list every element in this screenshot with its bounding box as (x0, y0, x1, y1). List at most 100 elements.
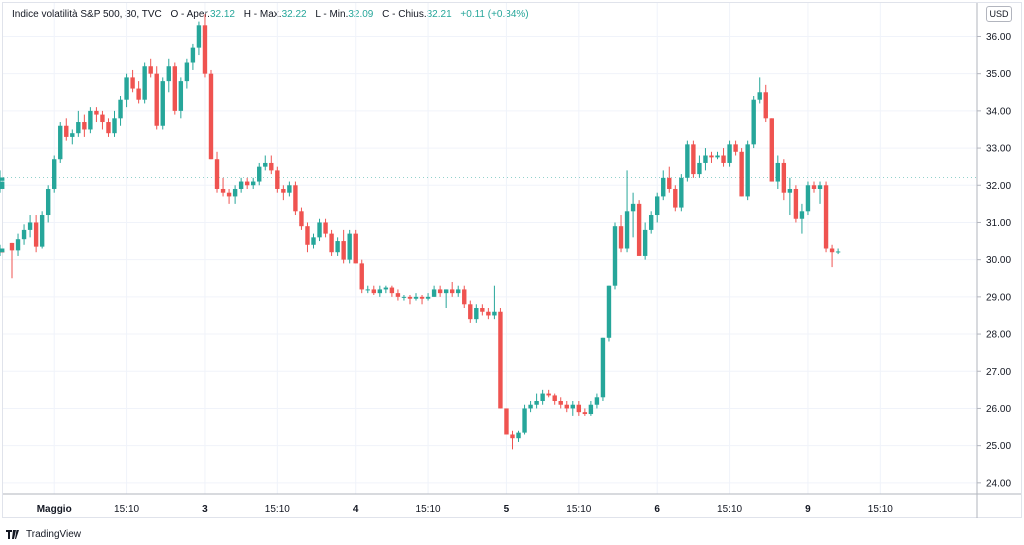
candle (196, 21, 202, 56)
candle (811, 181, 817, 193)
candle (0, 177, 5, 182)
candle (94, 107, 99, 123)
candle (697, 155, 702, 178)
x-tick-label: 3 (202, 504, 208, 515)
candle (787, 177, 793, 216)
candle (703, 148, 708, 171)
candle (456, 285, 461, 297)
candle (793, 185, 799, 223)
candle (691, 140, 696, 178)
candle-body (232, 188, 238, 197)
candle-body (679, 177, 684, 208)
candle-body (347, 233, 352, 260)
candle (431, 285, 437, 297)
candle (136, 81, 141, 104)
candle-body (136, 88, 141, 100)
candle (347, 229, 352, 264)
low-label: L - Min. (315, 9, 349, 20)
candle (630, 192, 636, 238)
candle-body (401, 296, 407, 298)
candle (220, 177, 226, 197)
candle-body (52, 159, 57, 189)
candle (576, 401, 582, 416)
y-tick-label: 27.00 (986, 367, 1011, 378)
candle (251, 177, 256, 189)
candle (106, 118, 111, 137)
candle (763, 84, 768, 123)
candle-body (667, 177, 672, 189)
candle (570, 401, 575, 416)
candle (673, 185, 678, 212)
candle-body (184, 62, 190, 82)
candle (323, 218, 328, 238)
candle (118, 95, 123, 126)
candle-body (58, 125, 63, 160)
candle-body (190, 47, 196, 63)
candle-body (462, 289, 467, 305)
low-value: 32.09 (348, 9, 374, 20)
currency-badge[interactable]: USD (986, 6, 1012, 22)
candle-body (516, 432, 521, 439)
candle-body (9, 242, 15, 251)
candle (287, 181, 292, 197)
candle (769, 118, 774, 182)
candle (377, 285, 383, 297)
candle-body (703, 155, 708, 163)
candle (142, 62, 147, 104)
candle (636, 200, 642, 256)
candle-body (244, 181, 250, 186)
candle-body (106, 122, 111, 134)
candle (52, 155, 57, 193)
candle (449, 281, 455, 297)
change-value: +0.11 (+0.34%) (460, 9, 529, 20)
candle (329, 229, 334, 256)
candle (33, 215, 39, 253)
candle-body (498, 311, 503, 409)
candle-body (395, 293, 401, 297)
y-tick-label: 29.00 (986, 292, 1011, 303)
tradingview-logo-icon (6, 530, 19, 539)
candle-body (112, 118, 117, 134)
candle-body (468, 304, 473, 320)
candle-body (413, 296, 419, 299)
x-tick-label: Maggio (37, 504, 72, 515)
candle-body (148, 66, 153, 74)
candle-body (799, 211, 805, 219)
candle (624, 170, 630, 253)
candle (437, 285, 443, 297)
candle-body (552, 395, 557, 402)
candle (311, 233, 316, 249)
symbol-name: Indice volatilità S&P 500, 30, TVC (12, 9, 162, 20)
candle-body (642, 229, 648, 256)
candle (504, 408, 509, 435)
candle (0, 244, 5, 256)
tradingview-logo[interactable]: TradingView (6, 527, 81, 541)
candle-body (281, 188, 286, 193)
candle (39, 211, 45, 249)
y-tick-label: 26.00 (986, 404, 1011, 415)
candle-body (293, 185, 298, 212)
symbol-header[interactable]: Indice volatilità S&P 500, 30, TVC O - A… (12, 8, 529, 22)
candle-body (202, 25, 208, 74)
candle-body (341, 241, 346, 260)
candle (648, 211, 654, 234)
y-tick-label: 32.00 (986, 181, 1011, 192)
candle-body (269, 162, 274, 171)
candle (124, 73, 129, 108)
candle (299, 207, 304, 230)
candle (721, 148, 726, 167)
candle-body (606, 285, 612, 338)
candle (184, 58, 190, 89)
candle-body (546, 393, 551, 396)
candle (480, 304, 485, 316)
candle (88, 107, 93, 134)
candle-body (655, 196, 660, 216)
y-tick-label: 30.00 (986, 255, 1011, 266)
candlestick-chart[interactable]: 24.00 25.00 26.00 27.00 28.00 29.00 30.00 31.00… (0, 0, 1024, 520)
candle-body (251, 181, 256, 186)
candle-body (287, 185, 292, 193)
candle (208, 69, 214, 160)
candle-body (522, 408, 527, 433)
candle (733, 140, 738, 156)
candle-body (817, 185, 823, 189)
